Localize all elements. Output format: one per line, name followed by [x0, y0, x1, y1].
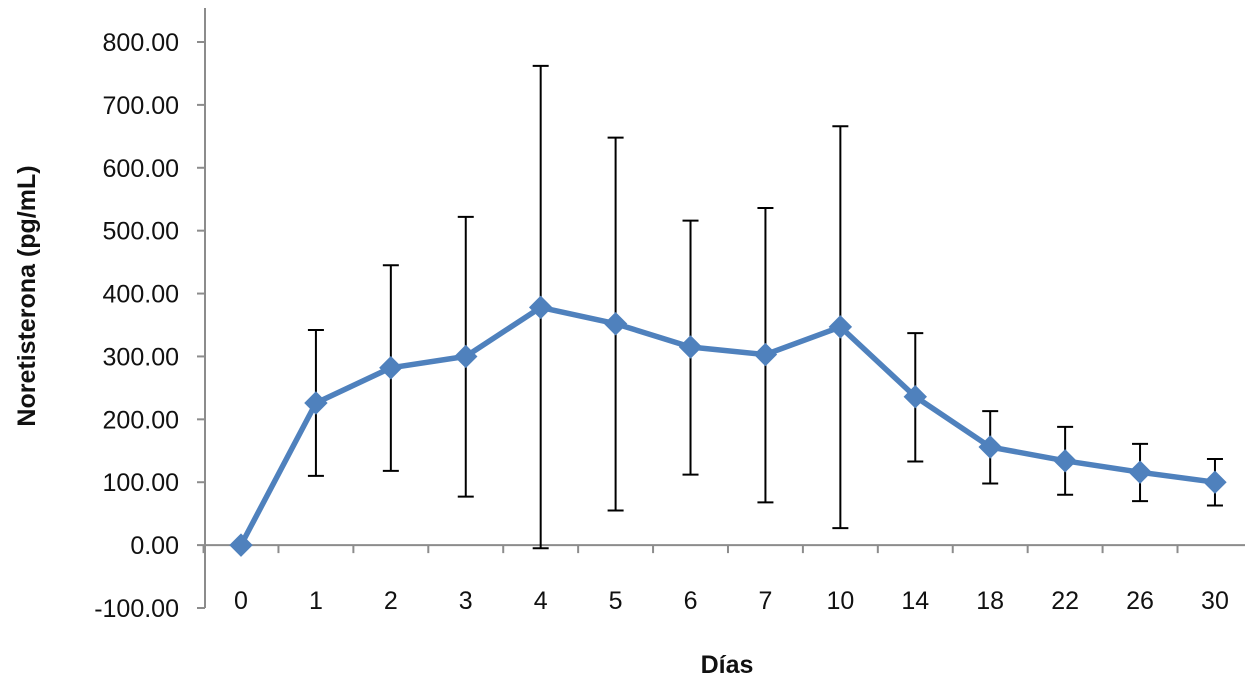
x-tick-label: 14	[901, 587, 929, 615]
y-tick-label: 600.00	[103, 155, 179, 183]
data-point	[978, 435, 1002, 459]
y-tick-label: 500.00	[103, 218, 179, 246]
data-point	[753, 342, 778, 367]
x-axis-title: Días	[701, 651, 754, 679]
x-tick-label: 1	[309, 587, 323, 615]
data-point	[1128, 460, 1152, 484]
data-point	[903, 384, 927, 409]
x-tick-label: 26	[1126, 587, 1154, 615]
y-tick-label: 700.00	[103, 92, 179, 120]
x-tick-label: 7	[758, 587, 772, 615]
y-tick-label: 400.00	[103, 281, 179, 309]
error-bars	[307, 64, 1223, 550]
data-point	[603, 312, 628, 336]
x-tick-label: 30	[1201, 587, 1229, 615]
data-point	[678, 335, 703, 359]
y-tick-label: -100.00	[94, 595, 179, 623]
x-tick-label: 18	[976, 587, 1004, 615]
data-point	[1203, 470, 1227, 494]
series-line	[238, 304, 1218, 548]
y-tick-label: 300.00	[103, 343, 179, 371]
y-axis-title: Noretisterona (pg/mL)	[13, 165, 41, 426]
y-tick-label: 800.00	[103, 29, 179, 57]
y-tick-label: 100.00	[103, 469, 179, 497]
x-tick-label: 3	[459, 587, 473, 615]
data-point	[528, 295, 553, 320]
tick-labels: -100.00 0.00 100.00 200.00 300.00 400.00 500.0…	[94, 29, 1229, 623]
y-tick-label: 200.00	[103, 406, 179, 434]
axes	[197, 8, 1245, 609]
data-point	[229, 533, 253, 557]
x-tick-label: 22	[1051, 587, 1079, 615]
x-tick-label: 2	[384, 587, 398, 615]
y-tick-label: 0.00	[130, 532, 179, 560]
data-point	[1053, 449, 1077, 473]
series-layer	[229, 295, 1227, 557]
x-tick-label: 6	[684, 587, 698, 615]
data-point	[379, 356, 403, 380]
x-tick-label: 5	[609, 587, 623, 615]
x-tick-label: 10	[826, 587, 854, 615]
data-point	[454, 344, 478, 369]
x-tick-label: 0	[234, 587, 248, 615]
data-point	[828, 315, 853, 339]
data-point	[304, 391, 328, 415]
x-tick-label: 4	[534, 587, 548, 615]
